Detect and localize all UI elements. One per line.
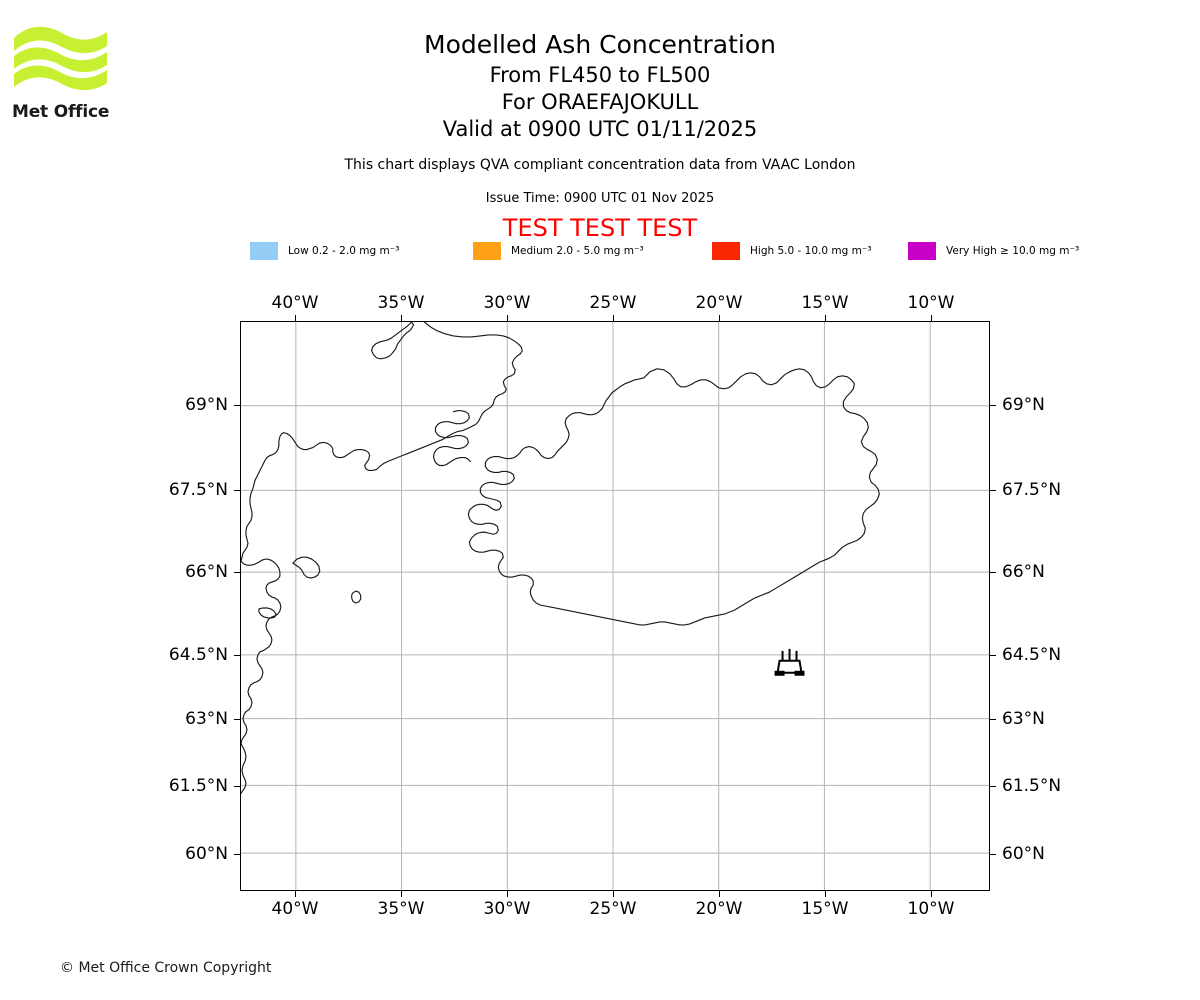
met-office-logo: Met Office bbox=[12, 20, 132, 122]
coastline-greenland-main bbox=[241, 322, 523, 562]
lon-tickmark-35°W-bottom bbox=[401, 891, 403, 897]
coastline-iceland-westfjords bbox=[432, 410, 471, 467]
lat-tickmark-67.5°N-left bbox=[234, 490, 240, 492]
lon-tickmark-35°W-top bbox=[401, 315, 403, 321]
lon-tick-top-15°W: 15°W bbox=[801, 293, 849, 313]
legend-label-very-high: Very High ≥ 10.0 mg m⁻³ bbox=[946, 245, 1080, 257]
legend-label-medium: Medium 2.0 - 5.0 mg m⁻³ bbox=[511, 245, 644, 257]
lat-tick-right-64.5°N: 64.5°N bbox=[1002, 645, 1062, 665]
coastline-iceland bbox=[467, 368, 880, 626]
lon-tickmark-30°W-top bbox=[507, 315, 509, 321]
lat-tick-left-69°N: 69°N bbox=[185, 395, 228, 415]
lat-tick-right-61.5°N: 61.5°N bbox=[1002, 776, 1062, 796]
legend-entry-low: Low 0.2 - 2.0 mg m⁻³ bbox=[250, 240, 399, 262]
lon-tickmark-40°W-top bbox=[295, 315, 297, 321]
coastline-greenland-inlet bbox=[258, 607, 277, 619]
lon-tick-bottom-20°W: 20°W bbox=[695, 899, 743, 919]
copyright-footer: © Met Office Crown Copyright bbox=[60, 960, 272, 976]
lon-tickmark-25°W-bottom bbox=[613, 891, 615, 897]
lat-tickmark-69°N-right bbox=[990, 405, 996, 407]
lat-tick-left-60°N: 60°N bbox=[185, 844, 228, 864]
lon-tick-bottom-10°W: 10°W bbox=[907, 899, 955, 919]
lon-tickmark-20°W-bottom bbox=[719, 891, 721, 897]
legend-entry-medium: Medium 2.0 - 5.0 mg m⁻³ bbox=[473, 240, 644, 262]
compliance-note: This chart displays QVA compliant concen… bbox=[344, 157, 856, 173]
met-office-wordmark: Met Office bbox=[12, 102, 110, 122]
lon-tick-bottom-35°W: 35°W bbox=[377, 899, 425, 919]
map-plot-area bbox=[240, 321, 990, 891]
test-banner: TEST TEST TEST bbox=[502, 214, 698, 242]
lon-tick-bottom-40°W: 40°W bbox=[271, 899, 319, 919]
volcano-marker-oraefajokull bbox=[774, 648, 805, 676]
legend-entry-very-high: Very High ≥ 10.0 mg m⁻³ bbox=[908, 240, 1079, 262]
lat-tick-right-69°N: 69°N bbox=[1002, 395, 1045, 415]
lat-tickmark-61.5°N-left bbox=[234, 786, 240, 788]
lon-tickmark-10°W-top bbox=[931, 315, 933, 321]
lon-tick-top-20°W: 20°W bbox=[695, 293, 743, 313]
lat-tickmark-61.5°N-right bbox=[990, 786, 996, 788]
coastline-greenland bbox=[371, 322, 415, 360]
lat-tick-left-67.5°N: 67.5°N bbox=[168, 480, 228, 500]
lat-tickmark-60°N-right bbox=[990, 854, 996, 856]
page-title: Modelled Ash Concentration bbox=[424, 30, 776, 59]
coastline-greenland-fjord-a bbox=[241, 742, 247, 794]
legend-swatch-high bbox=[712, 242, 740, 260]
legend-entry-high: High 5.0 - 10.0 mg m⁻³ bbox=[712, 240, 872, 262]
lat-tickmark-67.5°N-right bbox=[990, 490, 996, 492]
lat-tickmark-66°N-right bbox=[990, 572, 996, 574]
legend-swatch-very-high bbox=[908, 242, 936, 260]
lat-tick-right-63°N: 63°N bbox=[1002, 709, 1045, 729]
volcano-subtitle: For ORAEFAJOKULL bbox=[501, 90, 699, 114]
lon-tick-top-40°W: 40°W bbox=[271, 293, 319, 313]
lat-tick-left-66°N: 66°N bbox=[185, 562, 228, 582]
map-svg bbox=[241, 322, 989, 890]
lat-tickmark-66°N-left bbox=[234, 572, 240, 574]
met-office-wave-icon bbox=[14, 26, 107, 91]
lat-tick-right-60°N: 60°N bbox=[1002, 844, 1045, 864]
lon-tick-top-10°W: 10°W bbox=[907, 293, 955, 313]
lon-tickmark-10°W-bottom bbox=[931, 891, 933, 897]
valid-time-subtitle: Valid at 0900 UTC 01/11/2025 bbox=[442, 117, 758, 141]
issue-time: Issue Time: 0900 UTC 01 Nov 2025 bbox=[485, 191, 715, 206]
lat-tickmark-64.5°N-left bbox=[234, 655, 240, 657]
lat-tickmark-63°N-left bbox=[234, 719, 240, 721]
lon-tickmark-30°W-bottom bbox=[507, 891, 509, 897]
coastline-greenland-island bbox=[351, 590, 362, 604]
lon-tickmark-20°W-top bbox=[719, 315, 721, 321]
lon-tickmark-40°W-bottom bbox=[295, 891, 297, 897]
lat-tick-left-63°N: 63°N bbox=[185, 709, 228, 729]
coastline-greenland-south bbox=[241, 558, 282, 745]
lat-tick-left-64.5°N: 64.5°N bbox=[168, 645, 228, 665]
legend-swatch-medium bbox=[473, 242, 501, 260]
lon-tick-top-30°W: 30°W bbox=[483, 293, 531, 313]
lon-tick-bottom-30°W: 30°W bbox=[483, 899, 531, 919]
lat-tick-right-66°N: 66°N bbox=[1002, 562, 1045, 582]
lon-tickmark-15°W-top bbox=[825, 315, 827, 321]
lon-tick-bottom-15°W: 15°W bbox=[801, 899, 849, 919]
lat-tick-left-61.5°N: 61.5°N bbox=[168, 776, 228, 796]
concentration-legend: Low 0.2 - 2.0 mg m⁻³ Medium 2.0 - 5.0 mg … bbox=[250, 240, 1079, 262]
lat-tickmark-63°N-right bbox=[990, 719, 996, 721]
flight-level-subtitle: From FL450 to FL500 bbox=[489, 63, 711, 87]
coastline-greenland-peninsula bbox=[292, 556, 321, 579]
lon-tickmark-15°W-bottom bbox=[825, 891, 827, 897]
lon-tick-top-25°W: 25°W bbox=[589, 293, 637, 313]
lon-tick-bottom-25°W: 25°W bbox=[589, 899, 637, 919]
lat-tickmark-69°N-left bbox=[234, 405, 240, 407]
map-gridlines bbox=[241, 322, 989, 890]
legend-label-high: High 5.0 - 10.0 mg m⁻³ bbox=[750, 245, 872, 257]
lon-tickmark-25°W-top bbox=[613, 315, 615, 321]
lat-tickmark-60°N-left bbox=[234, 854, 240, 856]
lat-tickmark-64.5°N-right bbox=[990, 655, 996, 657]
legend-swatch-low bbox=[250, 242, 278, 260]
lat-tick-right-67.5°N: 67.5°N bbox=[1002, 480, 1062, 500]
legend-label-low: Low 0.2 - 2.0 mg m⁻³ bbox=[288, 245, 400, 257]
lon-tick-top-35°W: 35°W bbox=[377, 293, 425, 313]
